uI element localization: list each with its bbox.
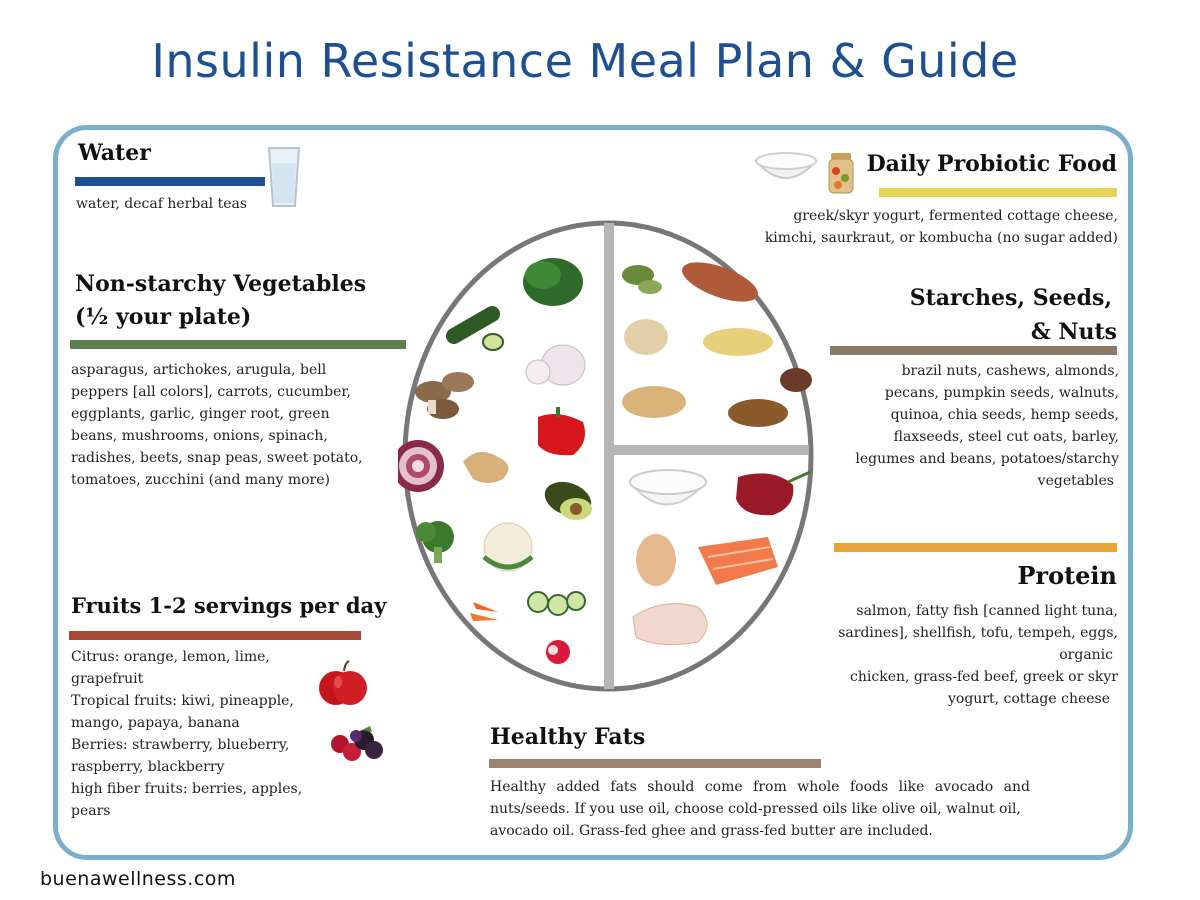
starches-line: quinoa, chia seeds, hemp seeds, — [890, 407, 1119, 423]
protein-line: sardines], shellfish, tofu, tempeh, eggs… — [838, 625, 1118, 641]
vegetables-line: radishes, beets, snap peas, sweet potato… — [71, 450, 363, 466]
water-glass-icon — [267, 147, 301, 207]
protein-line: organic — [1059, 647, 1113, 663]
fats-bar — [489, 759, 821, 768]
steak-icon — [736, 470, 811, 516]
yogurt-icon — [627, 469, 709, 506]
pumpkin-seeds-icon — [622, 265, 662, 294]
salmon-icon — [698, 537, 778, 585]
garlic-icon — [525, 344, 586, 386]
vegetables-heading-line1: Non-starchy Vegetables — [75, 271, 367, 297]
radish-icon — [546, 640, 570, 664]
fruits-line: Tropical fruits: kiwi, pineapple, — [71, 693, 294, 709]
fruits-bar — [69, 631, 361, 640]
starches-line: brazil nuts, cashews, almonds, — [901, 363, 1119, 379]
carrots-icon — [470, 602, 498, 621]
plate-divider-vertical — [604, 223, 614, 689]
yogurt-bowl-icon — [753, 152, 819, 179]
almonds-icon — [622, 386, 686, 418]
fruits-line: grapefruit — [71, 671, 144, 687]
fruits-line: pears — [71, 803, 111, 819]
starches-heading-line2: & Nuts — [1030, 319, 1117, 345]
starches-line: flaxseeds, steel cut oats, barley, — [893, 429, 1119, 445]
starches-line: vegetables — [1037, 473, 1114, 489]
ginger-icon — [463, 452, 509, 483]
vegetables-line: tomatoes, zucchini (and many more) — [71, 472, 330, 488]
cucumber-slices-icon — [527, 591, 586, 616]
plate-divider-horizontal — [609, 445, 809, 455]
cashews-icon — [703, 328, 773, 356]
guide-frame — [53, 125, 1133, 860]
page-title: Insulin Resistance Meal Plan & Guide — [151, 34, 1019, 88]
fruits-heading: Fruits 1-2 servings per day — [71, 593, 387, 618]
fruits-line: high fiber fruits: berries, apples, — [71, 781, 303, 797]
fats-line: nuts/seeds. If you use oil, choose cold-… — [490, 801, 1021, 817]
spinach-icon — [523, 258, 583, 306]
quinoa-icon — [624, 319, 668, 355]
vegetables-heading-line2: (½ your plate) — [75, 304, 252, 330]
protein-text: salmon, fatty fish [canned light tuna, s… — [838, 600, 1118, 710]
zucchini-icon — [445, 306, 504, 351]
website-footer: buenawellness.com — [40, 868, 236, 890]
probiotic-line: greek/skyr yogurt, fermented cottage che… — [793, 208, 1118, 224]
fruits-line: Berries: strawberry, blueberry, — [71, 737, 290, 753]
vegetables-bar — [70, 340, 406, 349]
plate-diagram — [398, 220, 814, 692]
starches-heading: Starches, Seeds, & Nuts — [909, 281, 1117, 349]
water-text: water, decaf herbal teas — [76, 196, 248, 212]
probiotic-line: kimchi, saurkraut, or kombucha (no sugar… — [764, 230, 1118, 246]
probiotic-bar — [879, 188, 1117, 197]
vegetables-line: peppers [all colors], carrots, cucumber, — [71, 384, 351, 400]
fruits-line: mango, papaya, banana — [71, 715, 240, 731]
vegetables-text: asparagus, artichokes, arugula, bell pep… — [71, 359, 363, 491]
flaxseeds-icon — [728, 399, 788, 427]
probiotic-text: greek/skyr yogurt, fermented cottage che… — [765, 205, 1118, 249]
protein-bar — [834, 543, 1117, 552]
fats-heading: Healthy Fats — [490, 724, 646, 750]
protein-line: yogurt, cottage cheese — [948, 691, 1110, 707]
starches-line: legumes and beans, potatoes/starchy — [855, 451, 1119, 467]
starches-heading-line1: Starches, Seeds, — [909, 285, 1112, 311]
vegetables-line: beans, mushrooms, onions, spinach, — [71, 428, 328, 444]
cauliflower-icon — [482, 522, 534, 572]
probiotic-heading: Daily Probiotic Food — [866, 151, 1117, 177]
starches-bar — [830, 346, 1117, 355]
mushrooms-icon — [415, 372, 474, 419]
protein-line: chicken, grass-fed beef, greek or skyr — [850, 669, 1118, 685]
chicken-icon — [632, 603, 708, 646]
avocado-icon — [544, 481, 592, 520]
fats-line: avocado oil. Grass-fed ghee and grass-fe… — [490, 823, 933, 839]
vegetables-line: eggplants, garlic, ginger root, green — [71, 406, 330, 422]
protein-line: salmon, fatty fish [canned light tuna, — [856, 603, 1118, 619]
broccoli-icon — [416, 521, 454, 563]
starches-text: brazil nuts, cashews, almonds, pecans, p… — [855, 360, 1119, 492]
water-bar — [75, 177, 265, 186]
onion-icon — [398, 440, 444, 492]
sweet-potato-icon — [682, 262, 758, 302]
fruits-line: raspberry, blackberry — [71, 759, 225, 775]
fats-line: Healthy added fats should come from whol… — [490, 779, 1030, 795]
red-pepper-icon — [538, 407, 586, 456]
protein-heading: Protein — [1017, 561, 1117, 590]
fruits-text: Citrus: orange, lemon, lime, grapefruit … — [71, 646, 302, 822]
vegetables-line: asparagus, artichokes, arugula, bell — [71, 362, 327, 378]
apple-icon — [319, 660, 367, 705]
water-heading: Water — [78, 140, 151, 166]
kimchi-jar-icon — [828, 153, 854, 194]
mixed-nuts-icon — [780, 368, 812, 392]
fats-text: Healthy added fats should come from whol… — [490, 776, 1030, 842]
starches-line: pecans, pumpkin seeds, walnuts, — [884, 385, 1119, 401]
fruits-line: Citrus: orange, lemon, lime, — [71, 649, 270, 665]
vegetables-heading: Non-starchy Vegetables (½ your plate) — [75, 268, 366, 334]
berries-icon — [331, 726, 383, 761]
egg-icon — [636, 534, 676, 586]
